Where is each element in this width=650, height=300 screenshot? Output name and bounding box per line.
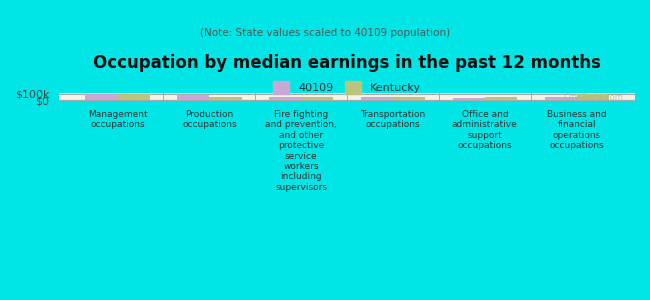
Text: City-Data.com: City-Data.com xyxy=(564,93,623,102)
Bar xyxy=(577,94,609,100)
Bar xyxy=(209,97,242,100)
Bar xyxy=(269,97,301,100)
Bar xyxy=(545,98,577,100)
Bar xyxy=(485,97,517,100)
Bar xyxy=(361,97,393,100)
Bar xyxy=(452,98,485,100)
Text: (Note: State values scaled to 40109 population): (Note: State values scaled to 40109 popu… xyxy=(200,28,450,38)
Title: Occupation by median earnings in the past 12 months: Occupation by median earnings in the pas… xyxy=(93,54,601,72)
Bar xyxy=(393,97,425,100)
Bar xyxy=(301,98,333,100)
Bar xyxy=(177,94,209,100)
Bar xyxy=(118,94,150,100)
Bar xyxy=(85,94,118,100)
Legend: 40109, Kentucky: 40109, Kentucky xyxy=(267,75,427,100)
